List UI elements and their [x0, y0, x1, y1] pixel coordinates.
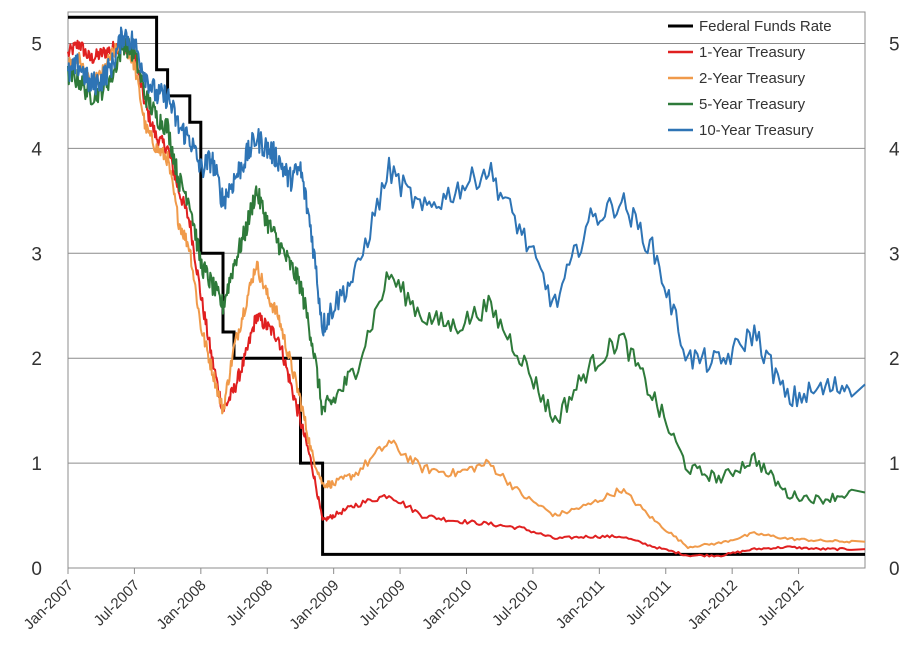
y-tick-label-left: 0	[31, 559, 42, 580]
series-line-5-year-treasury	[67, 37, 866, 505]
series-lines	[67, 15, 866, 558]
y-tick-label-right: 4	[889, 139, 900, 160]
y-tick-label-left: 1	[31, 454, 42, 475]
x-tick-label: Jan-2011	[553, 577, 608, 632]
y-tick-label-right: 5	[889, 34, 900, 55]
legend-label: 10-Year Treasury	[699, 122, 814, 139]
series-line-10-year-treasury	[67, 26, 866, 408]
x-tick-label: Jul-2009	[356, 577, 409, 630]
x-tick-label: Jul-2011	[623, 577, 675, 629]
y-tick-label-right: 3	[889, 244, 900, 265]
x-tick-label: Jan-2009	[286, 577, 342, 633]
x-tick-label: Jul-2010	[489, 577, 542, 630]
series-line-1-year-treasury	[67, 38, 866, 558]
y-tick-label-right: 0	[889, 559, 900, 580]
y-tick-label-right: 2	[889, 349, 900, 370]
x-tick-label: Jan-2010	[419, 577, 475, 633]
legend: Federal Funds Rate 1-Year Treasury 2-Year …	[668, 18, 832, 139]
legend-label: Federal Funds Rate	[699, 18, 832, 35]
y-tick-label-left: 5	[31, 34, 42, 55]
y-tick-label-left: 4	[31, 139, 42, 160]
x-tick-label: Jul-2007	[91, 577, 144, 630]
x-tick-label: Jan-2007	[21, 577, 77, 633]
y-tick-label-left: 2	[31, 349, 42, 370]
x-tick-label: Jan-2012	[685, 577, 741, 633]
x-tick-label: Jul-2012	[755, 577, 808, 630]
series-line-2-year-treasury	[67, 38, 866, 550]
legend-label: 5-Year Treasury	[699, 96, 806, 113]
y-tick-label-left: 3	[31, 244, 42, 265]
y-tick-label-right: 1	[889, 454, 900, 475]
legend-label: 1-Year Treasury	[699, 44, 806, 61]
legend-label: 2-Year Treasury	[699, 70, 806, 87]
x-tick-label: Jul-2008	[223, 577, 276, 630]
x-tick-label: Jan-2008	[153, 577, 209, 633]
